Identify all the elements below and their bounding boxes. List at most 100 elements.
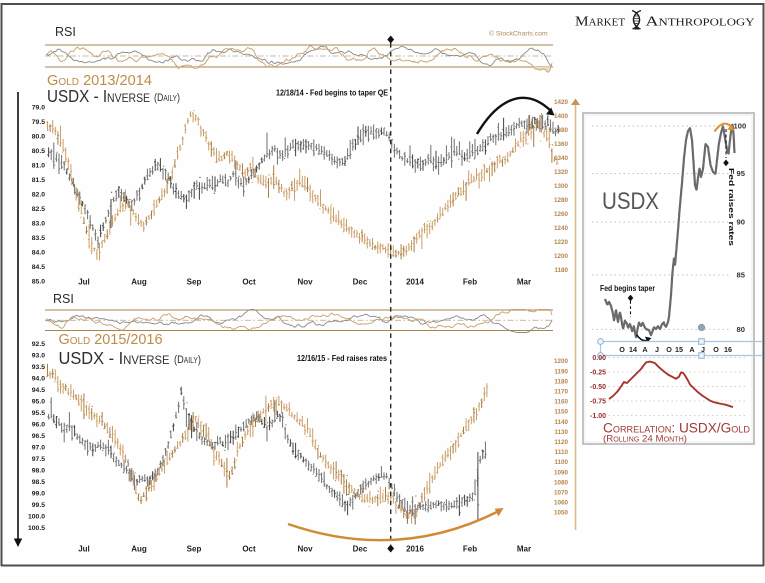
svg-text:O: O	[713, 345, 719, 354]
svg-text:1240: 1240	[554, 225, 569, 232]
svg-text:Mar: Mar	[517, 278, 531, 287]
svg-text:84.5: 84.5	[32, 264, 45, 271]
svg-text:99.0: 99.0	[32, 490, 45, 497]
svg-text:Jul: Jul	[78, 545, 90, 554]
svg-text:85: 85	[737, 271, 746, 280]
svg-text:-0.25: -0.25	[590, 369, 606, 376]
svg-text:99.5: 99.5	[32, 502, 45, 509]
svg-text:93.5: 93.5	[32, 364, 45, 371]
svg-text:80.0: 80.0	[32, 133, 45, 140]
svg-text:1300: 1300	[554, 183, 569, 190]
svg-text:1280: 1280	[554, 197, 569, 204]
svg-text:1170: 1170	[554, 389, 568, 396]
svg-text:1100: 1100	[554, 459, 568, 466]
svg-text:1130: 1130	[554, 429, 568, 436]
svg-text:USDX - Inverse: USDX - Inverse	[59, 348, 170, 368]
svg-text:92.5: 92.5	[32, 341, 45, 348]
svg-text:98.5: 98.5	[32, 479, 45, 486]
svg-text:Fed raises rates: Fed raises rates	[727, 168, 736, 246]
svg-text:12/18/14 - Fed begins to taper: 12/18/14 - Fed begins to taper QE	[276, 89, 389, 98]
svg-text:1200: 1200	[554, 253, 569, 260]
svg-text:94.0: 94.0	[32, 375, 45, 382]
svg-text:© StockCharts.com: © StockCharts.com	[489, 30, 548, 38]
svg-text:96.0: 96.0	[32, 421, 45, 428]
svg-text:1340: 1340	[554, 155, 569, 162]
svg-text:82.0: 82.0	[32, 191, 45, 198]
svg-text:1070: 1070	[554, 490, 569, 497]
svg-text:Nov: Nov	[297, 278, 313, 287]
svg-text:1060: 1060	[554, 500, 569, 507]
svg-text:1400: 1400	[554, 113, 569, 120]
svg-text:Feb: Feb	[463, 278, 477, 287]
svg-text:15: 15	[675, 345, 683, 354]
svg-text:100.5: 100.5	[28, 525, 45, 532]
svg-text:Dec: Dec	[353, 545, 368, 554]
svg-text:Correlation: USDX/Gold: Correlation: USDX/Gold	[603, 421, 751, 436]
svg-text:1320: 1320	[554, 169, 569, 176]
svg-text:Sep: Sep	[187, 278, 202, 287]
svg-text:81.5: 81.5	[32, 177, 45, 184]
svg-text:1150: 1150	[554, 409, 568, 416]
svg-text:12/16/15 - Fed raises rates: 12/16/15 - Fed raises rates	[297, 354, 387, 363]
svg-text:2016: 2016	[406, 545, 424, 554]
svg-text:84.0: 84.0	[32, 249, 45, 256]
svg-text:Fed begins taper: Fed begins taper	[600, 284, 655, 293]
svg-text:USDX: USDX	[602, 188, 659, 215]
svg-text:Gold 2013/2014: Gold 2013/2014	[47, 73, 152, 89]
svg-text:85.0: 85.0	[32, 278, 45, 285]
svg-text:1120: 1120	[554, 439, 568, 446]
svg-text:1220: 1220	[554, 239, 569, 246]
svg-text:1160: 1160	[554, 399, 568, 406]
svg-text:90: 90	[737, 218, 745, 227]
svg-text:1110: 1110	[555, 449, 569, 456]
svg-text:A: A	[642, 345, 647, 354]
svg-text:1200: 1200	[554, 358, 569, 365]
svg-text:1360: 1360	[554, 141, 569, 148]
svg-text:80: 80	[737, 325, 745, 334]
svg-text:83.0: 83.0	[32, 220, 45, 227]
svg-text:100: 100	[734, 122, 747, 131]
svg-text:0.00: 0.00	[592, 355, 606, 362]
svg-text:-0.50: -0.50	[590, 384, 606, 391]
svg-text:1140: 1140	[554, 419, 568, 426]
svg-text:1090: 1090	[554, 469, 569, 476]
svg-text:(Daily): (Daily)	[154, 92, 180, 104]
svg-text:Aug: Aug	[131, 278, 147, 287]
svg-text:Nov: Nov	[297, 545, 313, 554]
svg-text:Mar: Mar	[517, 545, 531, 554]
svg-text:-1.00: -1.00	[590, 413, 606, 420]
svg-text:(Daily): (Daily)	[174, 354, 201, 366]
svg-text:Anthropology: Anthropology	[646, 15, 755, 30]
svg-text:81.0: 81.0	[32, 162, 45, 169]
svg-text:95.5: 95.5	[32, 410, 45, 417]
svg-text:O: O	[619, 345, 625, 354]
svg-text:82.5: 82.5	[32, 206, 45, 213]
svg-text:83.5: 83.5	[32, 235, 45, 242]
svg-text:93.0: 93.0	[32, 352, 45, 359]
svg-text:Market: Market	[575, 15, 625, 30]
svg-text:Sep: Sep	[187, 545, 202, 554]
svg-text:-0.75: -0.75	[590, 398, 606, 405]
svg-text:A: A	[689, 345, 694, 354]
svg-text:Feb: Feb	[463, 545, 477, 554]
svg-text:USDX - Inverse: USDX - Inverse	[47, 86, 150, 106]
svg-text:95.0: 95.0	[32, 398, 45, 405]
svg-text:1380: 1380	[554, 127, 569, 134]
svg-text:97.5: 97.5	[32, 456, 45, 463]
svg-text:80.5: 80.5	[32, 148, 45, 155]
svg-text:1260: 1260	[554, 211, 569, 218]
svg-text:1190: 1190	[554, 368, 568, 375]
svg-text:98.0: 98.0	[32, 467, 45, 474]
svg-text:94.5: 94.5	[32, 387, 45, 394]
svg-text:2014: 2014	[406, 278, 424, 287]
svg-text:RSI: RSI	[53, 292, 74, 306]
svg-text:1050: 1050	[554, 510, 569, 517]
svg-text:16: 16	[724, 345, 732, 354]
svg-text:1180: 1180	[554, 378, 568, 385]
svg-text:Dec: Dec	[353, 278, 368, 287]
svg-text:Jul: Jul	[78, 278, 90, 287]
svg-text:14: 14	[629, 345, 637, 354]
svg-text:96.5: 96.5	[32, 433, 45, 440]
svg-text:Aug: Aug	[131, 545, 147, 554]
svg-text:(Rolling 24 Month): (Rolling 24 Month)	[603, 434, 687, 445]
